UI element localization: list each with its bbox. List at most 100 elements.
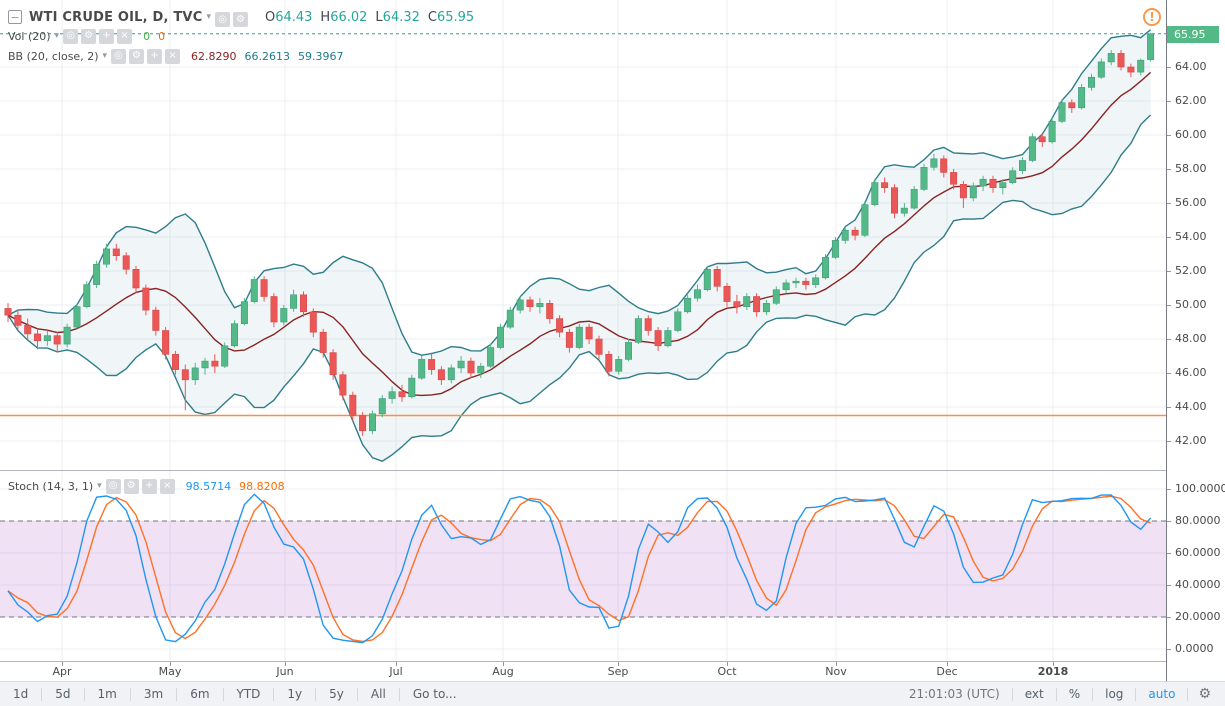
indicator-value: 59.3967 (298, 49, 344, 63)
price-tick-label: 64.00 (1175, 60, 1207, 73)
gear-icon[interactable]: ⚙ (123, 478, 139, 494)
chevron-down-icon[interactable]: ▾ (206, 12, 211, 22)
stoch-tick-label: 40.0000 (1175, 578, 1221, 591)
indicator-value: 66.2613 (244, 49, 291, 63)
chevron-down-icon[interactable]: ▾ (54, 31, 60, 41)
stoch-tick-label: 60.0000 (1175, 546, 1221, 559)
toolbar-separator (356, 687, 358, 701)
range-All-button[interactable]: All (370, 687, 386, 701)
stoch-chart[interactable]: Stoch (14, 3, 1) ▾ ◎ ⚙ + × 98.5714 98.8208 (0, 471, 1166, 661)
ohlc-value: 66.02 (330, 9, 368, 25)
toolbar-separator (1187, 687, 1189, 701)
eye-icon[interactable]: ◎ (105, 478, 121, 494)
ohlc-value: 64.43 (275, 9, 313, 25)
toolbar-separator (83, 687, 85, 701)
range-6m-button[interactable]: 6m (190, 687, 210, 701)
month-label: Oct (717, 665, 737, 678)
indicator-name[interactable]: Stoch (14, 3, 1) (8, 479, 94, 493)
gear-icon[interactable]: ⚙ (129, 48, 145, 64)
indicator-value: 98.5714 (185, 479, 232, 493)
range-1m-button[interactable]: 1m (97, 687, 117, 701)
indicator-name[interactable]: Vol (20) (8, 29, 51, 43)
plus-icon[interactable]: + (99, 28, 115, 44)
month-label: May (158, 665, 182, 678)
stochastic-plot[interactable] (0, 471, 1166, 661)
month-label: 2018 (1037, 665, 1069, 678)
ohlc-value: 65.95 (436, 9, 475, 25)
toolbar-separator (41, 687, 43, 701)
ohlc-key: H (320, 9, 331, 25)
range-1y-button[interactable]: 1y (287, 687, 303, 701)
time-axis[interactable]: Apr May Jun Jul Aug Sep Oct Nov Dec 2018 (0, 662, 1166, 681)
mode-%-button[interactable]: % (1068, 687, 1081, 701)
last-price-label: 65.95 (1167, 26, 1219, 43)
toolbar-separator (273, 687, 275, 701)
symbol-legend: − WTI CRUDE OIL, D, TVC ▾ ◎ ⚙ O64.43 H66.0… (8, 8, 474, 66)
stoch-tick-label: 100.0000 (1175, 482, 1225, 495)
stoch-legend: Stoch (14, 3, 1) ▾ ◎ ⚙ + × 98.5714 98.8208 (8, 477, 285, 495)
ohlc-value: 64.32 (382, 9, 420, 25)
main-chart[interactable]: − WTI CRUDE OIL, D, TVC ▾ ◎ ⚙ O64.43 H66.0… (0, 0, 1166, 471)
chevron-down-icon[interactable]: ▾ (102, 51, 108, 61)
month-label: Aug (492, 665, 514, 678)
price-tick-label: 54.00 (1175, 230, 1207, 243)
price-tick-label: 50.00 (1175, 298, 1207, 311)
month-label: Jul (389, 665, 403, 678)
gear-icon[interactable]: ⚙ (232, 12, 248, 28)
toolbar-separator (1011, 687, 1013, 701)
close-icon[interactable]: × (165, 48, 181, 64)
toolbar-separator (1135, 687, 1137, 701)
price-tick-label: 60.00 (1175, 128, 1207, 141)
close-icon[interactable]: × (117, 28, 133, 44)
range-5d-button[interactable]: 5d (55, 687, 71, 701)
range-5y-button[interactable]: 5y (329, 687, 344, 701)
chevron-down-icon[interactable]: ▾ (97, 481, 102, 491)
toolbar-separator (1055, 687, 1057, 701)
eye-icon[interactable]: ◎ (63, 28, 79, 44)
price-tick-label: 48.00 (1175, 332, 1207, 345)
month-label: Apr (52, 665, 72, 678)
ohlc-key: C (427, 9, 437, 25)
range-3m-button[interactable]: 3m (143, 687, 164, 701)
plus-icon[interactable]: + (141, 478, 157, 494)
clock: 21:01:03 (UTC) (908, 687, 1000, 701)
price-tick-label: 44.00 (1175, 400, 1207, 413)
mode-log-button[interactable]: log (1105, 687, 1124, 701)
alert-icon[interactable]: ! (1143, 8, 1161, 26)
symbol-title[interactable]: WTI CRUDE OIL, D, TVC (29, 9, 203, 25)
settings-gear-icon[interactable]: ⚙ (1198, 686, 1211, 702)
toolbar-separator (1092, 687, 1094, 701)
month-label: Jun (276, 665, 294, 678)
indicator-value: 0 (158, 29, 166, 43)
close-icon[interactable]: × (159, 478, 175, 494)
time-axis-border (0, 661, 1166, 662)
indicator-value: 98.8208 (239, 479, 285, 493)
range-1d-button[interactable]: 1d (13, 687, 29, 701)
collapse-icon[interactable]: − (8, 10, 22, 24)
price-tick-label: 56.00 (1175, 196, 1207, 209)
indicator-value: 0 (143, 29, 151, 43)
price-tick-label: 52.00 (1175, 264, 1207, 277)
mode-auto-button[interactable]: auto (1148, 687, 1176, 701)
eye-icon[interactable]: ◎ (111, 48, 127, 64)
plus-icon[interactable]: + (147, 48, 163, 64)
eye-icon[interactable]: ◎ (214, 12, 230, 28)
range-YTD-button[interactable]: YTD (236, 687, 261, 701)
indicator-value: 62.8290 (191, 49, 237, 63)
price-axis[interactable]: 65.95 64.00 62.00 60.00 58.00 56.00 54.00 52.00… (1166, 0, 1225, 681)
month-label: Nov (825, 665, 847, 678)
toolbar-separator (129, 687, 131, 701)
pane-separator[interactable] (0, 470, 1166, 471)
stoch-tick-label: 20.0000 (1175, 610, 1221, 623)
gear-icon[interactable]: ⚙ (81, 28, 97, 44)
ohlc-key: L (375, 9, 383, 25)
price-tick-label: 46.00 (1175, 366, 1207, 379)
mode-ext-button[interactable]: ext (1024, 687, 1044, 701)
stoch-tick-label: 0.0000 (1175, 642, 1214, 655)
toolbar-separator (315, 687, 317, 701)
ohlc-key: O (264, 9, 276, 25)
goto-button[interactable]: Go to... (412, 687, 457, 701)
month-label: Dec (936, 665, 958, 678)
indicator-name[interactable]: BB (20, close, 2) (8, 49, 99, 63)
candlestick-chart[interactable] (0, 0, 1166, 471)
